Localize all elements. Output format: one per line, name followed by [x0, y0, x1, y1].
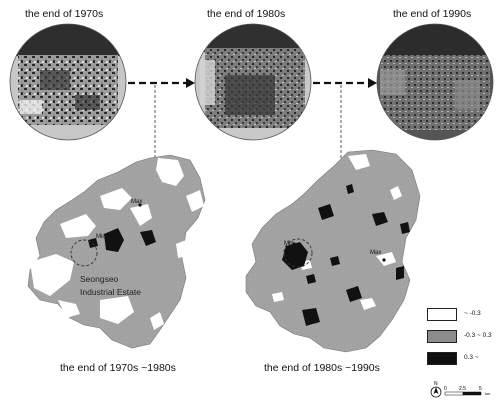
scale-unit: km — [485, 391, 491, 396]
panel-title-1980s-1990s: the end of 1980s ~1990s — [264, 362, 380, 374]
legend-label-mid: -0.3 ~ 0.3 — [464, 332, 492, 339]
max-label-right: Max — [370, 250, 381, 256]
scale-tick-0: 0 — [444, 386, 447, 392]
site-label-line2: Industrial Estate — [80, 287, 141, 297]
legend-item-low: ~ -0.3 — [424, 308, 498, 330]
legend-label-low: ~ -0.3 — [464, 310, 481, 317]
legend-label-high: 0.3 ~ — [464, 354, 479, 361]
circle-map-1970s — [10, 24, 126, 140]
scale-tick-5: 5 — [479, 386, 482, 392]
scale-tick-2-5: 2.5 — [459, 386, 466, 392]
legend: ~ -0.3 -0.3 ~ 0.3 0.3 ~ — [424, 308, 498, 374]
legend-item-high: 0.3 ~ — [424, 352, 498, 374]
change-map-1980s-1990s — [245, 149, 421, 353]
min-label-left: Min — [96, 234, 106, 240]
legend-item-mid: -0.3 ~ 0.3 — [424, 330, 498, 352]
arrow-1970s-to-1980s — [128, 78, 195, 88]
north-label: N — [434, 381, 438, 387]
scale-bar: N 0 2.5 5 km — [430, 381, 491, 398]
site-label-line1: Seongseo — [80, 274, 119, 284]
north-arrow-icon — [430, 386, 442, 398]
legend-swatch-mid — [427, 330, 457, 343]
panel-title-1970s-1980s: the end of 1970s ~1980s — [60, 362, 176, 374]
circle-map-1980s — [195, 24, 311, 140]
circle-title-1990s: the end of 1990s — [393, 8, 472, 20]
legend-swatch-low — [427, 308, 457, 321]
min-label-right: Min — [284, 241, 294, 247]
max-label-left: Max — [131, 199, 142, 205]
change-map-1970s-1980s — [27, 154, 206, 349]
circle-title-1980s: the end of 1980s — [207, 8, 286, 20]
legend-swatch-high — [427, 352, 457, 365]
circle-title-1970s: the end of 1970s — [25, 8, 104, 20]
arrow-1980s-to-1990s — [313, 78, 377, 88]
circle-map-1990s — [377, 24, 493, 140]
